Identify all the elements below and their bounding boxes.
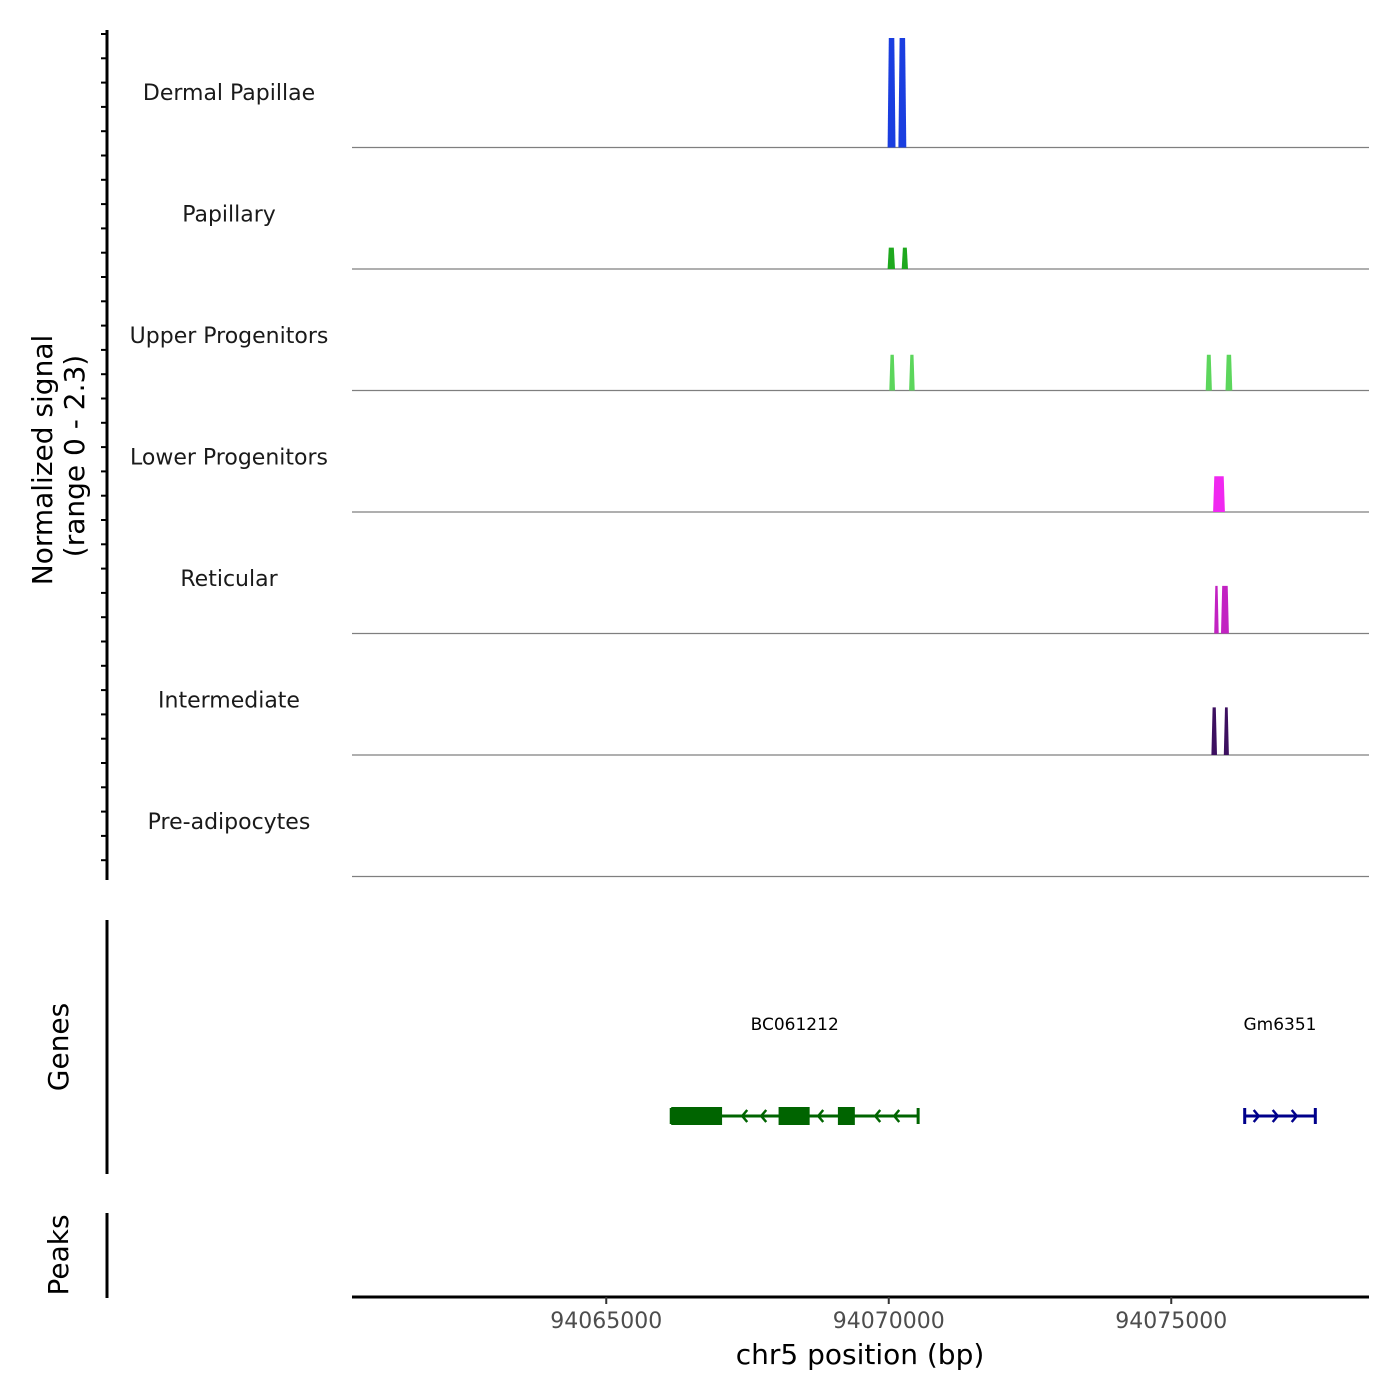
strand-arrow: [873, 1109, 882, 1123]
track-label: Papillary: [182, 203, 276, 228]
gene-annotations: BC061212 Gm6351: [669, 1015, 1317, 1125]
coverage-tracks: Dermal Papillae Papillary Upper Progenitor…: [130, 38, 1369, 878]
genes-panel-title: Genes: [42, 1003, 75, 1091]
coverage-peak: [1225, 354, 1233, 391]
x-axis-ticks: 94065000 94070000 94075000: [550, 1297, 1227, 1334]
track-label: Reticular: [180, 567, 278, 592]
coverage-peak: [898, 38, 907, 148]
strand-arrow: [892, 1109, 901, 1123]
track-label: Lower Progenitors: [130, 446, 328, 471]
signal-axis-title-line2: (range 0 - 2.3): [58, 355, 91, 557]
coverage-peak: [909, 354, 915, 391]
coverage-peak: [887, 38, 896, 148]
gene-exon: [778, 1107, 810, 1125]
coverage-peak: [1223, 707, 1229, 755]
coverage-peak: [1221, 585, 1229, 634]
track-label: Dermal Papillae: [143, 81, 315, 106]
coverage-peak: [1213, 476, 1225, 512]
peaks-panel-title: Peaks: [42, 1214, 75, 1295]
track-label: Upper Progenitors: [130, 324, 329, 349]
gene-exon: [671, 1107, 723, 1125]
x-tick-label: 94070000: [833, 1309, 945, 1334]
strand-arrow: [740, 1109, 749, 1123]
coverage-peak: [889, 354, 895, 391]
coverage-peak: [1205, 354, 1212, 391]
strand-arrow: [1271, 1109, 1280, 1123]
gene-label: Gm6351: [1244, 1015, 1317, 1035]
signal-y-axis-ticks: [101, 33, 107, 862]
coverage-peak: [1214, 585, 1219, 634]
strand-arrow: [1252, 1109, 1261, 1123]
track-label: Pre-adipocytes: [148, 810, 311, 835]
coverage-peak: [887, 247, 895, 269]
x-tick-label: 94065000: [550, 1309, 662, 1334]
gene-exon: [837, 1107, 855, 1125]
strand-arrow: [1290, 1109, 1299, 1123]
track-label: Intermediate: [158, 689, 300, 714]
gene-label: BC061212: [751, 1015, 839, 1035]
x-axis-title: chr5 position (bp): [736, 1338, 985, 1371]
signal-axis-title-line1: Normalized signal: [26, 335, 59, 586]
strand-arrow: [816, 1109, 825, 1123]
coverage-peak: [1211, 707, 1217, 755]
coverage-peak: [901, 247, 908, 269]
strand-arrow: [759, 1109, 768, 1123]
x-tick-label: 94075000: [1115, 1309, 1227, 1334]
